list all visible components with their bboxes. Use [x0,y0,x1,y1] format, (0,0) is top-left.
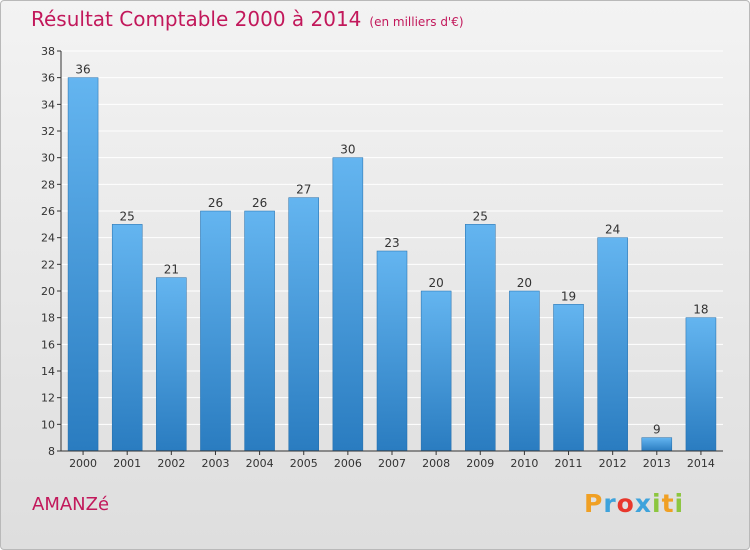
x-tick-label: 2013 [643,457,671,470]
y-tick-label: 36 [41,72,55,85]
bar-value-label: 23 [384,236,399,250]
logo-letter: r [603,489,617,518]
logo-letter: t [661,489,675,518]
bar [332,157,364,452]
y-tick-label: 18 [41,312,55,325]
bar-value-label: 26 [252,196,267,210]
proxiti-logo[interactable]: Proxiti [584,489,684,518]
y-tick-label: 38 [41,45,55,58]
chart-title: Résultat Comptable 2000 à 2014 (en millie… [31,7,464,31]
logo-letter: i [652,489,662,518]
bar [641,437,673,452]
bar [244,210,275,452]
bar [685,317,717,452]
bar-value-label: 30 [340,143,355,157]
y-tick-label: 30 [41,152,55,165]
x-tick-label: 2014 [687,457,715,470]
bar-value-label: 9 [653,423,661,437]
x-tick-label: 2009 [466,457,494,470]
bar [200,210,231,452]
y-tick-label: 16 [41,338,55,351]
bar-value-label: 19 [561,289,576,303]
x-tick-label: 2006 [334,457,362,470]
y-tick-label: 12 [41,392,55,405]
logo-letter: o [616,489,635,518]
bar-value-label: 24 [605,223,620,237]
commune-name: AMANZé [32,494,110,515]
x-tick-label: 2011 [555,457,583,470]
x-tick-label: 2002 [157,457,185,470]
bar [67,77,99,452]
x-tick-label: 2005 [290,457,318,470]
x-tick-label: 2001 [113,457,141,470]
y-tick-label: 26 [41,205,55,218]
y-tick-label: 24 [41,232,55,245]
x-tick-label: 2010 [510,457,538,470]
bar [376,250,408,452]
y-tick-label: 14 [41,365,55,378]
bar-value-label: 20 [517,276,532,290]
x-tick-label: 2000 [69,457,97,470]
logo-letter: i [674,489,685,518]
y-tick-label: 28 [41,178,55,191]
bars-layer [67,77,717,452]
bar-value-label: 25 [120,209,135,223]
x-tick-label: 2004 [246,457,274,470]
y-tick-label: 8 [48,445,55,458]
bar [111,224,143,452]
x-tick-label: 2012 [599,457,627,470]
bar-value-label: 21 [164,263,179,277]
bar-value-label: 18 [693,303,708,317]
chart-title-main: Résultat Comptable 2000 à 2014 [31,7,362,31]
bar [553,304,584,452]
bar-value-label: 27 [296,183,311,197]
axis-layer [57,50,723,455]
bar-value-label: 26 [208,196,223,210]
y-tick-label: 32 [41,125,55,138]
y-tick-label: 20 [41,285,55,298]
bar-value-label: 36 [75,63,90,77]
bar-value-label: 20 [428,276,443,290]
logo-letter: x [634,489,652,518]
logo-letter: P [584,489,604,518]
bar [420,290,452,452]
bar [465,224,496,452]
chart-title-unit: (en milliers d'€) [369,15,464,29]
x-tick-label: 2008 [422,457,450,470]
y-tick-label: 22 [41,258,55,271]
x-tick-label: 2003 [201,457,229,470]
bar-value-label: 25 [473,209,488,223]
y-tick-label: 34 [41,98,55,111]
y-tick-label: 10 [41,418,55,431]
labels-layer: 8 10 12 14 16 18 20 22 24 26 28 30 32 34 36 38 36 2000 25 2… [41,45,715,470]
bar [597,237,628,452]
bar [156,277,187,452]
bar [288,197,319,452]
x-tick-label: 2007 [378,457,406,470]
bar [509,290,540,452]
